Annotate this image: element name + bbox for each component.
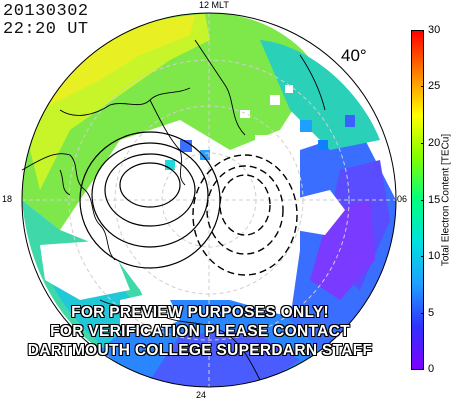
watermark-line-3: DARTMOUTH COLLEGE SUPERDARN STAFF <box>27 342 373 359</box>
colorbar-tick-label: 0 <box>428 363 435 375</box>
latitude-label: 40° <box>341 46 367 65</box>
time-label: 22:20 UT <box>3 20 89 39</box>
colorbar-tick-label: 30 <box>428 24 441 36</box>
mlt-label-right: 06 <box>397 194 408 204</box>
mlt-label-left: 18 <box>2 194 13 204</box>
colorbar-tick-label: 20 <box>428 137 441 149</box>
mlt-label-top: 12 MLT <box>199 0 229 10</box>
colorbar-tickmark <box>421 30 424 31</box>
map-border <box>21 12 397 388</box>
watermark-line-1: FOR PREVIEW PURPOSES ONLY! <box>71 304 329 321</box>
latitude-grid <box>22 13 396 387</box>
colorbar-tick-label: 10 <box>428 250 441 262</box>
colorbar-tickmark <box>421 86 424 87</box>
watermark-line-2: FOR VERIFICATION PLEASE CONTACT <box>50 323 350 340</box>
colorbar-tickmark <box>421 200 424 201</box>
colorbar-tickmark <box>421 313 424 314</box>
mlt-label-bottom: 24 <box>196 390 207 400</box>
colorbar-title: Total Electron Content [TECu] <box>440 133 452 267</box>
colorbar-tickmark <box>421 369 424 370</box>
coastlines <box>21 39 326 381</box>
convection-contours-dashed <box>192 154 298 276</box>
colorbar-tickmark <box>421 256 424 257</box>
colorbar-tick-label: 25 <box>428 80 441 92</box>
colorbar-tick-label: 5 <box>428 307 435 319</box>
date-label: 20130302 <box>3 2 89 21</box>
colorbar-tick-label: 15 <box>428 194 441 206</box>
colorbar-tickmark <box>421 143 424 144</box>
